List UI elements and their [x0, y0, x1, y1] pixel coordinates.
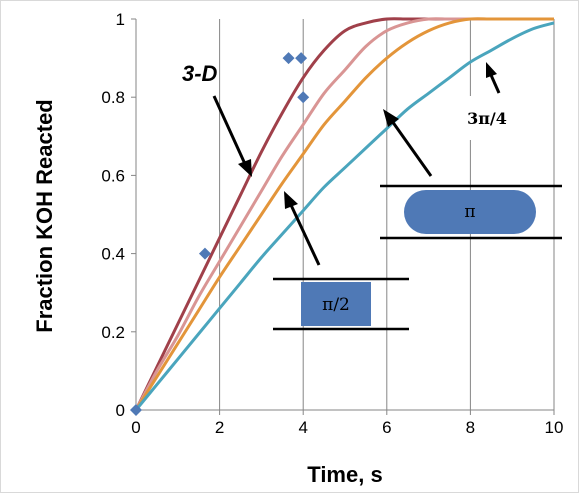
series-lines — [134, 17, 555, 411]
arrow-pi-half — [284, 191, 321, 266]
y-tick-label: 0.4 — [101, 245, 125, 264]
pi-channel-diagram: π — [380, 184, 562, 240]
series-line-2 — [134, 17, 554, 411]
data-marker-3 — [282, 52, 295, 65]
x-tick-label: 4 — [298, 418, 307, 437]
y-tick-label: 0.2 — [101, 323, 125, 342]
tick-labels: 0 2 4 6 8 10 0 0.2 0.4 0.6 0.8 1 — [101, 10, 563, 437]
x-tick-label: 8 — [466, 418, 475, 437]
arrow-3d — [212, 95, 252, 177]
y-tick-label: 0 — [116, 401, 125, 420]
axes — [135, 19, 554, 411]
x-axis-title: Time, s — [307, 462, 382, 487]
annotation-pi-half-label: π/2 — [322, 295, 350, 315]
x-tick-label: 6 — [382, 418, 391, 437]
pi-half-channel-diagram: π/2 — [273, 277, 409, 331]
series-line-4 — [134, 21, 555, 411]
data-marker-5 — [297, 91, 310, 104]
annotation-3pi-4-box — [443, 96, 531, 140]
annotation-3d-label: 3-D — [182, 61, 218, 86]
pi-half-box — [301, 282, 371, 326]
x-tick-label: 10 — [545, 418, 564, 437]
arrow-3pi-4 — [486, 62, 501, 94]
y-tick-label: 0.6 — [101, 166, 125, 185]
pi-stadium-box — [404, 190, 536, 234]
grid-lines — [219, 19, 555, 410]
annotation-3pi-4-label: 3π/4 — [467, 109, 507, 128]
y-tick-label: 0.8 — [101, 88, 125, 107]
data-marker-4 — [295, 52, 308, 65]
series-line-3 — [134, 17, 554, 411]
y-axis-title: Fraction KOH Reacted — [32, 99, 57, 333]
x-tick-label: 2 — [215, 418, 224, 437]
arrow-pi — [383, 109, 433, 177]
data-markers — [130, 52, 310, 416]
y-tick-label: 1 — [116, 10, 125, 29]
data-marker-1 — [130, 404, 142, 416]
annotation-pi-label: π — [464, 202, 475, 222]
data-marker-2 — [198, 247, 211, 260]
x-tick-label: 0 — [131, 418, 140, 437]
